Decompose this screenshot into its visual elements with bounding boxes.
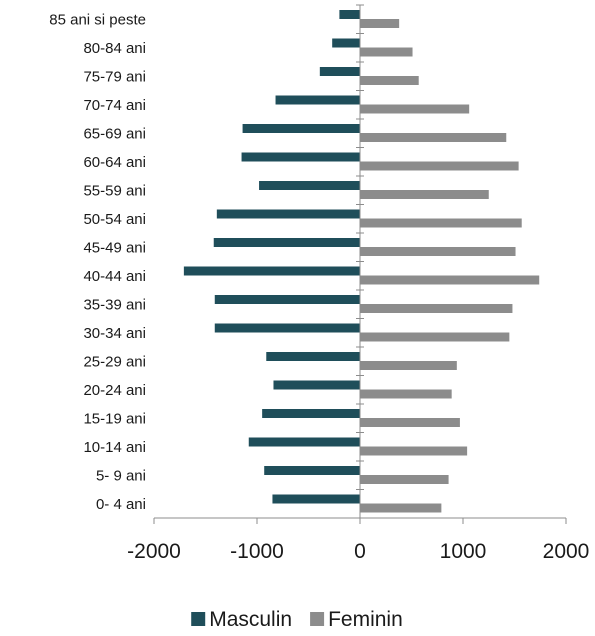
- bar-feminin-15: [360, 76, 419, 85]
- legend-label-feminin: Feminin: [328, 608, 403, 631]
- bar-feminin-1: [360, 475, 449, 484]
- category-label: 30-34 ani: [83, 325, 146, 342]
- category-label: 25-29 ani: [83, 353, 146, 370]
- category-label: 85 ani si peste: [49, 11, 146, 28]
- bar-masculin-16: [332, 38, 360, 48]
- bar-feminin-8: [360, 275, 540, 285]
- bar-feminin-13: [360, 133, 507, 142]
- bar-masculin-1: [264, 466, 360, 475]
- x-tick-label: -1000: [230, 540, 284, 563]
- bar-masculin-5: [266, 352, 360, 361]
- bar-feminin-10: [360, 218, 522, 228]
- category-label: 20-24 ani: [83, 382, 146, 399]
- bar-feminin-5: [360, 361, 457, 370]
- bar-feminin-17: [360, 19, 400, 28]
- bar-masculin-11: [259, 181, 360, 190]
- category-label: 50-54 ani: [83, 211, 146, 228]
- x-tick-label: -2000: [127, 540, 181, 563]
- bar-feminin-0: [360, 503, 442, 513]
- bar-masculin-13: [242, 124, 360, 133]
- legend-item-feminin: Feminin: [310, 608, 403, 631]
- bar-feminin-6: [360, 332, 510, 342]
- bar-masculin-17: [339, 10, 360, 19]
- category-label: 0- 4 ani: [96, 496, 146, 513]
- bar-masculin-14: [275, 95, 360, 105]
- category-label: 65-69 ani: [83, 125, 146, 142]
- category-label: 70-74 ani: [83, 97, 146, 114]
- legend-item-masculin: Masculin: [191, 608, 292, 631]
- bar-masculin-4: [273, 380, 360, 390]
- bar-feminin-16: [360, 47, 413, 57]
- category-label: 15-19 ani: [83, 410, 146, 427]
- category-label: 5- 9 ani: [96, 467, 146, 484]
- x-tick-label: 0: [354, 540, 366, 563]
- category-label: 40-44 ani: [83, 268, 146, 285]
- category-label: 10-14 ani: [83, 439, 146, 456]
- legend-swatch-feminin: [310, 612, 325, 626]
- bar-feminin-7: [360, 304, 513, 313]
- bar-masculin-6: [214, 323, 360, 333]
- x-tick-label: 1000: [440, 540, 487, 563]
- bar-masculin-2: [248, 437, 360, 447]
- bar-masculin-3: [262, 409, 360, 418]
- bar-masculin-15: [319, 67, 360, 76]
- bar-feminin-2: [360, 446, 468, 456]
- bar-masculin-12: [241, 152, 360, 162]
- x-tick-label: 2000: [543, 540, 590, 563]
- bar-masculin-9: [213, 238, 360, 247]
- bar-feminin-4: [360, 389, 452, 399]
- legend-label-masculin: Masculin: [209, 608, 292, 631]
- bar-feminin-12: [360, 161, 519, 171]
- bar-feminin-11: [360, 190, 489, 199]
- category-label: 35-39 ani: [83, 296, 146, 313]
- category-label: 80-84 ani: [83, 40, 146, 57]
- category-label: 60-64 ani: [83, 154, 146, 171]
- category-label: 55-59 ani: [83, 182, 146, 199]
- bar-feminin-9: [360, 247, 516, 256]
- category-label: 45-49 ani: [83, 239, 146, 256]
- bar-masculin-8: [183, 266, 360, 276]
- bar-masculin-7: [214, 295, 360, 304]
- bar-masculin-0: [272, 494, 360, 504]
- bar-masculin-10: [216, 209, 360, 219]
- legend-swatch-masculin: [191, 612, 206, 626]
- bar-feminin-3: [360, 418, 460, 427]
- category-label: 75-79 ani: [83, 68, 146, 85]
- bar-feminin-14: [360, 104, 470, 114]
